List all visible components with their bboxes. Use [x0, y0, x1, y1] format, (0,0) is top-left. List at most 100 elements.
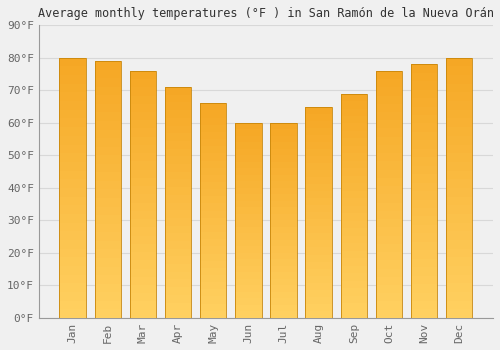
Bar — [165, 187, 191, 195]
Bar — [235, 155, 262, 162]
Bar — [270, 194, 296, 201]
Bar — [340, 176, 367, 183]
Bar — [60, 153, 86, 162]
Bar — [306, 163, 332, 170]
Bar — [411, 90, 438, 98]
Bar — [340, 251, 367, 258]
Bar — [200, 211, 226, 218]
Bar — [411, 183, 438, 191]
Bar — [340, 139, 367, 146]
Bar — [235, 233, 262, 240]
Bar — [165, 87, 191, 95]
Bar — [60, 170, 86, 179]
Bar — [376, 285, 402, 293]
Bar — [94, 112, 121, 121]
Bar — [270, 305, 296, 312]
Bar — [235, 272, 262, 279]
Bar — [446, 170, 472, 179]
Bar — [376, 161, 402, 170]
Bar — [94, 206, 121, 215]
Bar — [340, 266, 367, 273]
Bar — [200, 275, 226, 282]
Bar — [200, 182, 226, 189]
Bar — [411, 191, 438, 200]
Bar — [235, 227, 262, 233]
Bar — [130, 161, 156, 170]
Bar — [340, 116, 367, 124]
Bar — [411, 233, 438, 242]
Bar — [446, 275, 472, 283]
Bar — [376, 260, 402, 268]
Bar — [446, 248, 472, 257]
Bar — [411, 98, 438, 106]
Bar — [200, 261, 226, 268]
Bar — [306, 106, 332, 318]
Bar — [306, 142, 332, 149]
Bar — [270, 162, 296, 168]
Bar — [130, 145, 156, 153]
Bar — [270, 227, 296, 233]
Bar — [60, 214, 86, 223]
Bar — [446, 223, 472, 231]
Bar — [94, 70, 121, 78]
Bar — [446, 205, 472, 214]
Bar — [130, 79, 156, 87]
Bar — [270, 233, 296, 240]
Bar — [411, 64, 438, 73]
Bar — [411, 174, 438, 183]
Bar — [200, 289, 226, 296]
Bar — [94, 121, 121, 130]
Bar — [306, 184, 332, 191]
Bar — [270, 292, 296, 299]
Bar — [130, 120, 156, 128]
Bar — [60, 205, 86, 214]
Bar — [94, 284, 121, 292]
Bar — [165, 118, 191, 126]
Bar — [446, 283, 472, 292]
Bar — [165, 257, 191, 264]
Bar — [446, 84, 472, 92]
Bar — [60, 275, 86, 283]
Bar — [165, 164, 191, 172]
Bar — [130, 236, 156, 244]
Bar — [200, 103, 226, 318]
Bar — [130, 71, 156, 79]
Bar — [130, 153, 156, 161]
Bar — [60, 136, 86, 145]
Bar — [376, 137, 402, 145]
Bar — [340, 101, 367, 108]
Bar — [235, 175, 262, 181]
Bar — [446, 266, 472, 275]
Bar — [270, 208, 296, 214]
Bar — [446, 58, 472, 318]
Bar — [376, 71, 402, 79]
Bar — [376, 268, 402, 277]
Bar — [306, 297, 332, 304]
Bar — [165, 95, 191, 103]
Bar — [60, 58, 86, 318]
Bar — [340, 258, 367, 266]
Bar — [200, 161, 226, 168]
Bar — [60, 75, 86, 84]
Bar — [376, 178, 402, 186]
Bar — [235, 136, 262, 142]
Bar — [306, 276, 332, 283]
Bar — [130, 170, 156, 178]
Bar — [200, 168, 226, 175]
Bar — [130, 211, 156, 219]
Bar — [94, 172, 121, 181]
Bar — [446, 136, 472, 145]
Bar — [94, 267, 121, 275]
Bar — [165, 295, 191, 302]
Bar — [270, 299, 296, 305]
Bar — [306, 290, 332, 297]
Bar — [165, 249, 191, 257]
Bar — [165, 141, 191, 149]
Bar — [340, 183, 367, 191]
Bar — [94, 309, 121, 318]
Bar — [376, 170, 402, 178]
Bar — [94, 189, 121, 198]
Bar — [270, 188, 296, 194]
Bar — [446, 58, 472, 66]
Bar — [376, 87, 402, 96]
